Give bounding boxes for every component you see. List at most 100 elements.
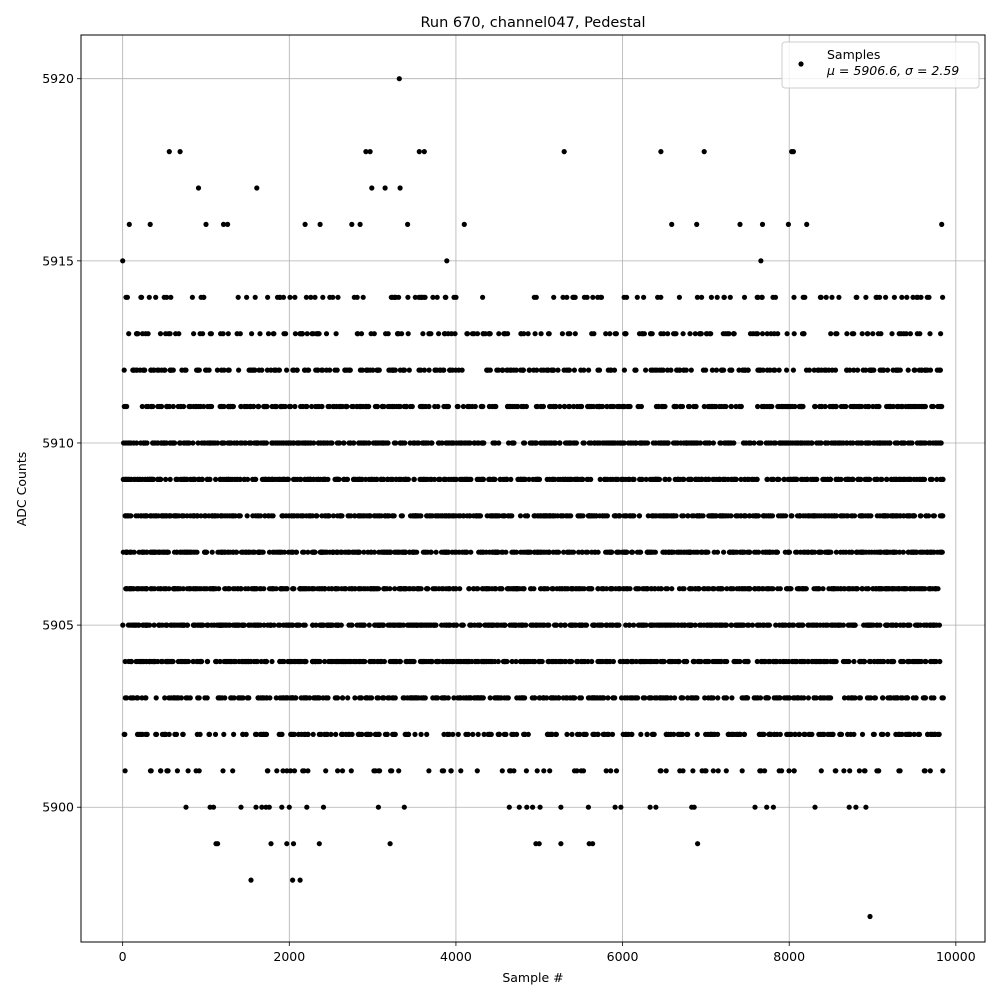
data-point (281, 549, 288, 555)
data-point (844, 331, 850, 337)
data-point (724, 658, 730, 665)
data-point (818, 294, 824, 300)
data-point (330, 294, 336, 300)
data-point (377, 658, 383, 665)
data-point (397, 658, 403, 665)
data-point (641, 294, 647, 300)
data-point (800, 403, 806, 410)
data-point (132, 476, 138, 482)
data-point (890, 622, 896, 628)
data-point (531, 549, 537, 555)
data-point (917, 331, 923, 337)
data-point (441, 331, 447, 337)
data-point (838, 476, 844, 482)
data-point (591, 513, 597, 519)
data-point (133, 367, 139, 373)
data-point (518, 331, 524, 337)
data-point (322, 549, 328, 555)
data-point (755, 403, 761, 410)
data-point (456, 549, 462, 555)
data-point (177, 549, 183, 555)
data-point (405, 221, 411, 227)
data-point (303, 294, 309, 300)
data-point (399, 331, 405, 337)
data-point (448, 476, 454, 482)
data-point (428, 622, 434, 628)
data-point (217, 403, 223, 410)
data-point (524, 658, 530, 665)
data-point (888, 513, 894, 519)
data-point (610, 695, 616, 701)
data-point (166, 403, 173, 410)
data-point (564, 294, 570, 300)
data-point (433, 549, 439, 555)
data-point (826, 513, 832, 519)
data-point (334, 658, 340, 665)
data-point (855, 367, 861, 373)
data-point (727, 294, 733, 300)
data-point (277, 549, 283, 555)
data-point (145, 331, 151, 337)
data-point (737, 586, 743, 592)
data-point (286, 549, 292, 555)
data-point (880, 513, 887, 519)
data-point (356, 549, 362, 555)
data-point (135, 586, 141, 592)
data-point (775, 403, 781, 410)
data-point (576, 549, 582, 555)
data-point (557, 440, 563, 446)
data-point (827, 476, 833, 482)
data-point (455, 403, 461, 410)
data-point (404, 476, 410, 482)
data-point (286, 804, 292, 810)
data-point (533, 294, 539, 300)
data-point (313, 513, 319, 519)
data-point (426, 367, 432, 373)
data-point (356, 513, 362, 519)
data-point (900, 658, 907, 665)
data-point (576, 622, 582, 628)
data-point (416, 586, 422, 592)
data-point (151, 658, 157, 665)
data-point (323, 331, 330, 337)
data-point (787, 476, 793, 482)
data-point (717, 476, 723, 482)
data-point (638, 658, 644, 665)
data-point (680, 331, 686, 337)
data-point (598, 622, 604, 628)
data-point (554, 586, 560, 592)
data-point (209, 622, 215, 628)
data-point (937, 403, 943, 410)
data-point (313, 622, 319, 628)
data-point (857, 658, 863, 665)
data-point (287, 294, 293, 300)
data-point (443, 440, 449, 446)
data-point (332, 476, 338, 482)
data-point (187, 549, 193, 555)
data-point (163, 622, 169, 628)
data-point (453, 476, 459, 482)
data-point (462, 549, 468, 555)
data-point (838, 403, 844, 410)
data-point (271, 331, 277, 337)
data-point (471, 331, 477, 337)
data-point (225, 549, 231, 555)
data-point (178, 695, 184, 701)
data-point (665, 440, 671, 446)
data-point (333, 622, 339, 628)
data-point (768, 440, 774, 446)
data-point (890, 367, 896, 373)
data-point (692, 622, 698, 628)
data-point (767, 513, 774, 519)
data-point (449, 549, 455, 555)
data-point (410, 586, 416, 592)
data-point (502, 658, 508, 665)
data-point (844, 658, 850, 665)
data-point (737, 221, 743, 227)
data-point (866, 658, 873, 665)
data-point (771, 367, 777, 373)
data-point (939, 513, 945, 519)
data-point (311, 549, 317, 555)
data-point (663, 586, 669, 592)
data-point (375, 367, 381, 373)
